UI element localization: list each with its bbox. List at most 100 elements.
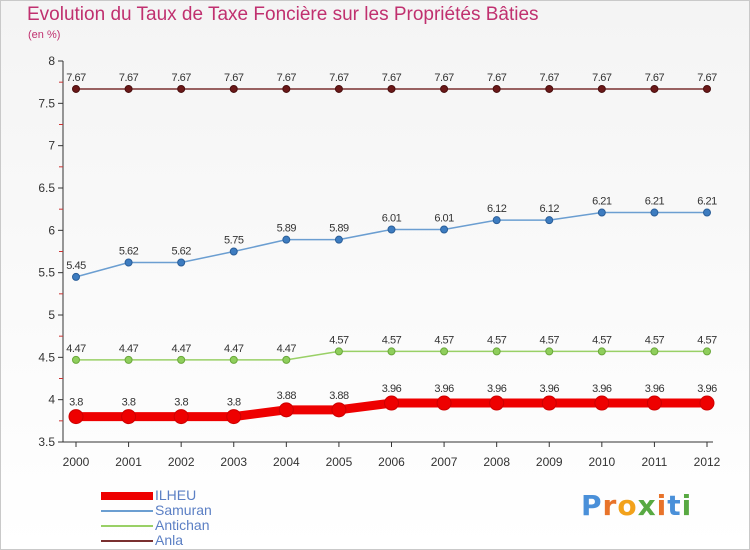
data-label: 4.57 (329, 334, 349, 346)
x-tick-label: 2010 (588, 455, 615, 469)
data-label: 7.67 (329, 72, 349, 84)
x-tick-label: 2005 (326, 455, 353, 469)
data-label: 7.67 (645, 72, 665, 84)
data-label: 7.67 (171, 72, 191, 84)
logo-letter: r (602, 489, 618, 522)
data-label: 4.57 (382, 334, 402, 346)
data-label: 7.67 (119, 72, 139, 84)
legend-label: Samuran (155, 502, 212, 518)
data-point (72, 84, 80, 93)
data-point (492, 216, 501, 225)
data-point (597, 84, 606, 93)
data-label: 3.88 (277, 390, 297, 402)
data-point (124, 258, 133, 267)
logo-letter: o (617, 489, 638, 522)
data-label: 4.47 (171, 343, 191, 355)
legend-swatch (101, 525, 153, 527)
data-label: 3.8 (227, 397, 241, 409)
y-tick-label: 5 (48, 308, 55, 322)
x-tick-label: 2012 (694, 455, 721, 469)
y-tick-label: 6.5 (38, 181, 55, 195)
data-point (124, 355, 133, 364)
x-tick-label: 2008 (483, 455, 510, 469)
data-label: 7.67 (382, 72, 402, 84)
data-label: 3.96 (487, 383, 507, 395)
data-label: 6.21 (645, 196, 665, 208)
data-point (121, 409, 137, 425)
data-label: 6.01 (382, 212, 402, 224)
legend-label: Anla (155, 532, 184, 548)
data-point (492, 347, 501, 356)
data-label: 7.67 (540, 72, 560, 84)
logo-letter: i (656, 489, 668, 522)
data-point (331, 402, 347, 418)
data-label: 4.47 (224, 343, 244, 355)
y-tick-label: 7 (48, 139, 55, 153)
x-tick-label: 2001 (115, 455, 142, 469)
data-label: 3.96 (592, 383, 612, 395)
data-label: 7.67 (66, 72, 86, 84)
data-label: 7.67 (697, 72, 717, 84)
data-point (597, 347, 606, 356)
data-label: 3.8 (174, 397, 188, 409)
data-point (646, 395, 662, 411)
data-point (282, 355, 291, 364)
data-label: 6.12 (487, 203, 507, 215)
data-label: 4.57 (487, 334, 507, 346)
x-tick-label: 2000 (63, 455, 90, 469)
data-point (229, 84, 238, 93)
data-point (282, 235, 291, 244)
legend-label: Antichan (155, 517, 210, 533)
data-point (278, 402, 294, 418)
data-point (545, 84, 554, 93)
data-label: 4.57 (434, 334, 454, 346)
x-tick-label: 2011 (642, 455, 668, 469)
data-point (177, 355, 186, 364)
data-label: 4.47 (277, 343, 297, 355)
data-label: 4.47 (66, 343, 86, 355)
data-label: 4.47 (119, 343, 139, 355)
data-point (492, 84, 501, 93)
data-point (334, 235, 343, 244)
data-point (594, 395, 610, 411)
data-point (440, 347, 449, 356)
data-label: 5.89 (329, 223, 349, 235)
data-point (650, 347, 659, 356)
data-point (177, 84, 186, 93)
data-point (440, 225, 449, 234)
data-label: 3.96 (434, 383, 454, 395)
x-tick-label: 2002 (168, 455, 195, 469)
y-tick-label: 3.5 (38, 435, 55, 449)
data-point (229, 247, 238, 256)
data-label: 5.62 (119, 246, 139, 258)
legend-swatch (101, 540, 153, 542)
data-label: 6.12 (540, 203, 560, 215)
x-tick-label: 2007 (431, 455, 458, 469)
data-point (541, 395, 557, 411)
data-label: 6.01 (434, 212, 454, 224)
unit-label: (en %) (28, 29, 61, 41)
data-label: 3.8 (122, 397, 136, 409)
data-label: 5.45 (66, 260, 86, 272)
data-label: 6.21 (592, 196, 612, 208)
data-label: 5.89 (277, 223, 297, 235)
y-tick-label: 4.5 (38, 350, 55, 364)
data-label: 5.75 (224, 235, 244, 247)
data-label: 4.57 (697, 334, 717, 346)
data-label: 3.96 (697, 383, 717, 395)
data-point (72, 355, 80, 364)
data-point (282, 84, 291, 93)
data-label: 4.57 (540, 334, 560, 346)
data-point (334, 84, 343, 93)
data-point (72, 272, 80, 281)
legend-label: ILHEU (155, 487, 197, 503)
y-tick-label: 7.5 (38, 96, 55, 110)
data-point (387, 225, 396, 234)
data-point (384, 395, 399, 411)
data-label: 3.96 (382, 383, 402, 395)
data-point (489, 395, 505, 411)
legend-swatch (101, 492, 153, 500)
data-label: 3.88 (329, 390, 349, 402)
